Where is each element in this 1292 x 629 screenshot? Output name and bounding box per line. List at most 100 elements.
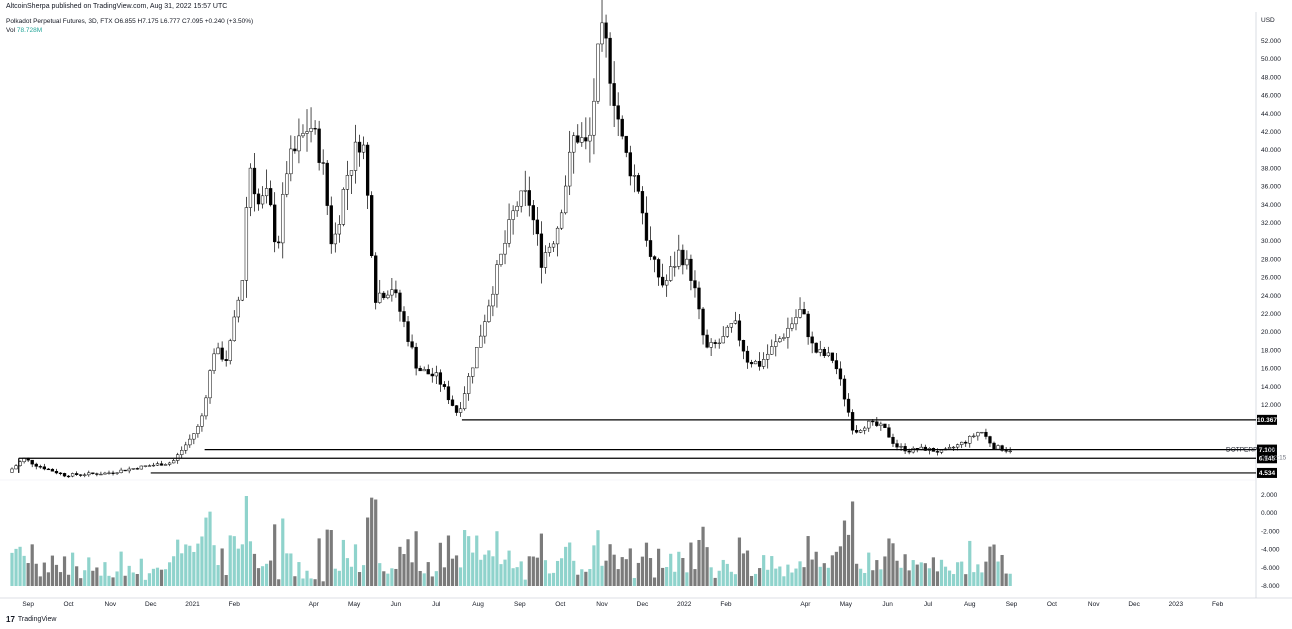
candle-body[interactable] [842,378,847,400]
candle-body[interactable] [774,341,778,347]
candle-body[interactable] [491,293,495,307]
candle-body[interactable] [665,280,669,286]
candle-body[interactable] [697,287,701,310]
candle-body[interactable] [309,128,313,132]
candle-body[interactable] [515,205,519,212]
candle-body[interactable] [123,469,127,472]
candle-body[interactable] [321,162,325,164]
candle-body[interactable] [802,309,806,315]
candle-body[interactable] [378,292,382,303]
candle-body[interactable] [10,468,14,473]
candle-body[interactable] [616,105,620,120]
candle-body[interactable] [273,204,277,243]
candle-body[interactable] [281,194,285,244]
candle-body[interactable] [196,426,200,434]
candle-body[interactable] [628,152,632,177]
candle-body[interactable] [414,346,418,369]
candle-body[interactable] [737,320,742,341]
candle-body[interactable] [572,135,576,153]
candle-body[interactable] [87,472,91,476]
candle-body[interactable] [345,175,350,190]
candle-body[interactable] [333,233,337,245]
candle-body[interactable] [75,473,79,475]
candle-body[interactable] [576,135,580,143]
candle-body[interactable] [236,299,240,318]
candle-body[interactable] [580,137,584,143]
candle-body[interactable] [471,367,475,377]
candle-body[interactable] [79,474,83,476]
candle-body[interactable] [361,144,366,153]
candle-body[interactable] [794,317,798,325]
candle-body[interactable] [301,133,305,137]
candle-body[interactable] [608,37,612,84]
candle-body[interactable] [99,473,103,476]
candle-body[interactable] [357,141,362,153]
candle-body[interactable] [285,173,289,195]
candle-body[interactable] [91,472,95,474]
candle-body[interactable] [228,340,232,361]
candle-body[interactable] [337,224,341,235]
candle-body[interactable] [907,450,911,453]
candle-body[interactable] [475,347,479,369]
candle-body[interactable] [879,423,883,426]
candle-body[interactable] [135,468,139,470]
candle-body[interactable] [996,445,1000,450]
candle-body[interactable] [95,473,99,475]
candle-body[interactable] [430,373,434,377]
candle-body[interactable] [386,294,390,299]
candle-body[interactable] [960,441,964,445]
candle-body[interactable] [814,342,818,353]
candle-body[interactable] [826,352,830,356]
candle-body[interactable] [192,433,196,440]
candle-body[interactable] [507,219,511,244]
candle-body[interactable] [992,442,996,450]
candle-body[interactable] [782,337,786,339]
candle-body[interactable] [240,280,244,301]
candle-body[interactable] [523,190,527,192]
candle-body[interactable] [632,175,636,177]
candle-body[interactable] [370,195,374,257]
candle-body[interactable] [103,472,107,475]
candle-body[interactable] [786,327,790,338]
candle-body[interactable] [838,368,843,380]
candle-body[interactable] [850,412,855,431]
candle-body[interactable] [935,451,940,453]
candle-body[interactable] [244,207,249,281]
candle-body[interactable] [770,346,774,355]
candle-body[interactable] [903,446,907,452]
candle-body[interactable] [709,342,713,348]
candle-body[interactable] [875,421,879,426]
candle-body[interactable] [483,321,487,337]
candle-body[interactable] [741,340,746,352]
candle-body[interactable] [365,144,370,196]
candle-body[interactable] [640,191,645,214]
candle-body[interactable] [596,43,600,102]
candle-body[interactable] [733,320,738,324]
candle-body[interactable] [588,134,592,142]
candle-body[interactable] [151,464,156,467]
candle-body[interactable] [176,454,180,461]
candle-body[interactable] [725,326,729,337]
candle-body[interactable] [976,432,980,437]
candle-body[interactable] [806,313,810,338]
candle-body[interactable] [454,405,459,413]
candle-body[interactable] [778,338,782,343]
candle-body[interactable] [268,188,273,206]
candle-body[interactable] [1004,450,1008,452]
candle-body[interactable] [111,472,115,474]
candle-body[interactable] [834,360,839,370]
candle-body[interactable] [62,473,67,477]
candle-body[interactable] [232,316,236,341]
candle-body[interactable] [66,475,71,478]
candle-body[interactable] [895,443,899,448]
candle-body[interactable] [256,193,261,205]
candle-body[interactable] [159,463,164,466]
candle-body[interactable] [677,249,681,267]
candle-body[interactable] [418,367,422,372]
candle-body[interactable] [810,336,814,344]
candle-body[interactable] [462,393,467,410]
candle-body[interactable] [349,170,354,176]
candle-body[interactable] [1008,450,1012,453]
candle-body[interactable] [612,83,616,106]
candle-body[interactable] [968,436,972,444]
